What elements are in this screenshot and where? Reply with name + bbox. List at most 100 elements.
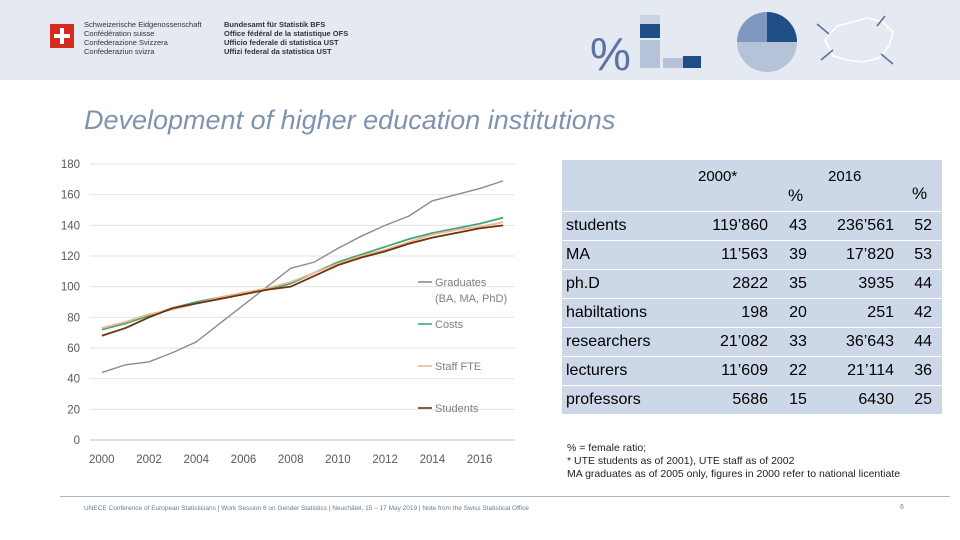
table-notes: % = female ratio; * UTE students as of 2… — [567, 442, 900, 481]
row-label: students — [566, 217, 627, 234]
percent-2016: 53 — [914, 246, 932, 263]
value-2000: 198 — [741, 304, 768, 321]
legend-label: Staff FTE — [435, 361, 481, 373]
x-tick-label: 2012 — [372, 454, 398, 466]
value-2000: 5686 — [732, 391, 768, 408]
percent-2000: 33 — [789, 333, 807, 350]
table-row: students 119’860 43 236’561 52 — [562, 212, 942, 241]
percent-icon: % — [590, 28, 631, 75]
confederation-line: Confederazione Svizzera — [84, 38, 168, 47]
statistics-icons: % — [590, 12, 894, 75]
header-banner: Schweizerische Eidgenossenschaft Confédé… — [0, 0, 960, 80]
series-line-graduates — [101, 180, 504, 374]
table-row: habiltations 198 20 251 42 — [562, 299, 942, 328]
value-2016: 21’114 — [847, 362, 894, 379]
percent-2016: 36 — [914, 362, 932, 379]
chart-legend: Graduates (BA, MA, PhD) Costs Staff FTE Stud… — [418, 277, 507, 415]
percent-2000: 22 — [789, 362, 807, 379]
row-label: professors — [566, 391, 641, 408]
header-year-2016: 2016 — [828, 168, 862, 185]
chart-series — [101, 180, 504, 374]
y-tick-label: 120 — [61, 251, 80, 263]
y-tick-label: 60 — [67, 343, 80, 355]
x-tick-label: 2004 — [183, 454, 209, 466]
note-line: MA graduates as of 2005 only, figures in… — [567, 468, 901, 480]
row-label: MA — [566, 246, 590, 263]
footer-text: UNECE Conference of European Statisticia… — [84, 505, 529, 512]
office-line: Ufficio federale di statistica UST — [224, 38, 339, 47]
y-tick-label: 80 — [67, 312, 80, 324]
percent-2000: 15 — [789, 391, 807, 408]
confederation-line: Confédération suisse — [84, 29, 155, 38]
x-tick-label: 2016 — [467, 454, 493, 466]
legend-label: (BA, MA, PhD) — [435, 293, 507, 305]
percent-2016: 42 — [914, 304, 932, 321]
table-row: ph.D 2822 35 3935 44 — [562, 270, 942, 299]
x-tick-label: 2010 — [325, 454, 351, 466]
table-row: lecturers 11’609 22 21’114 36 — [562, 357, 942, 386]
row-label: researchers — [566, 333, 651, 350]
series-line-students — [101, 224, 504, 337]
table-header-row: 2000* % 2016 % — [562, 160, 942, 212]
confederation-line: Confederaziun svizra — [84, 47, 155, 56]
bar-icon — [640, 15, 701, 68]
y-axis-ticks: 0 20 40 60 80 100 120 140 160 180 — [61, 159, 80, 447]
percent-2000: 43 — [789, 217, 807, 234]
percent-2000: 20 — [789, 304, 807, 321]
note-line: * UTE students as of 2001), UTE staff as… — [567, 455, 795, 467]
y-tick-label: 180 — [61, 159, 80, 171]
slide-title: Development of higher education institut… — [84, 105, 616, 135]
pie-icon — [737, 12, 797, 72]
x-tick-label: 2006 — [231, 454, 257, 466]
y-tick-label: 0 — [74, 435, 80, 447]
x-tick-label: 2000 — [89, 454, 115, 466]
percent-2016: 44 — [914, 275, 932, 292]
value-2016: 3935 — [858, 275, 894, 292]
switzerland-map-icon — [816, 15, 894, 65]
value-2000: 11’563 — [721, 246, 768, 263]
x-tick-label: 2002 — [136, 454, 162, 466]
percent-2000: 35 — [789, 275, 807, 292]
legend-label: Costs — [435, 319, 464, 331]
percent-2000: 39 — [789, 246, 807, 263]
confederation-name: Schweizerische Eidgenossenschaft Confédé… — [84, 20, 202, 56]
table-row: professors 5686 15 6430 25 — [562, 386, 942, 415]
value-2016: 36’643 — [845, 333, 894, 350]
office-line: Bundesamt für Statistik BFS — [224, 20, 326, 29]
chart-grid — [90, 163, 515, 441]
row-label: ph.D — [566, 275, 600, 292]
value-2000: 11’609 — [721, 362, 768, 379]
header-percent-2016: % — [912, 184, 928, 203]
value-2000: 2822 — [732, 275, 768, 292]
header-percent-2000: % — [788, 186, 804, 205]
y-tick-label: 140 — [61, 220, 80, 232]
table-row: MA 11’563 39 17’820 53 — [562, 241, 942, 270]
percent-2016: 44 — [914, 333, 932, 350]
row-label: lecturers — [566, 362, 628, 379]
confederation-line: Schweizerische Eidgenossenschaft — [84, 20, 202, 29]
x-tick-label: 2008 — [278, 454, 304, 466]
row-label: habiltations — [566, 304, 647, 321]
office-name: Bundesamt für Statistik BFS Office fédér… — [224, 20, 348, 56]
legend-label: Students — [435, 403, 479, 415]
percent-2016: 25 — [914, 391, 932, 408]
office-line: Uffizi federal da statistica UST — [224, 47, 332, 56]
legend-label: Graduates — [435, 277, 487, 289]
footer-divider — [60, 496, 950, 497]
value-2016: 236’561 — [837, 217, 894, 234]
y-tick-label: 40 — [67, 374, 80, 386]
x-axis-ticks: 2000 2002 2004 2006 2008 2010 2012 2014 2016 — [89, 454, 492, 466]
value-2016: 17’820 — [845, 246, 894, 263]
statistics-table: 2000* % 2016 % students 119’860 43 236’5… — [562, 160, 942, 415]
swiss-cross-logo — [50, 24, 74, 48]
header-year-2000: 2000* — [698, 168, 738, 185]
y-tick-label: 100 — [61, 282, 80, 294]
value-2000: 21’082 — [719, 333, 768, 350]
table-row: researchers 21’082 33 36’643 44 — [562, 328, 942, 357]
percent-2016: 52 — [914, 217, 932, 234]
x-tick-label: 2014 — [420, 454, 446, 466]
note-line: % = female ratio; — [567, 442, 647, 454]
y-tick-label: 160 — [61, 190, 80, 202]
value-2016: 6430 — [858, 391, 894, 408]
